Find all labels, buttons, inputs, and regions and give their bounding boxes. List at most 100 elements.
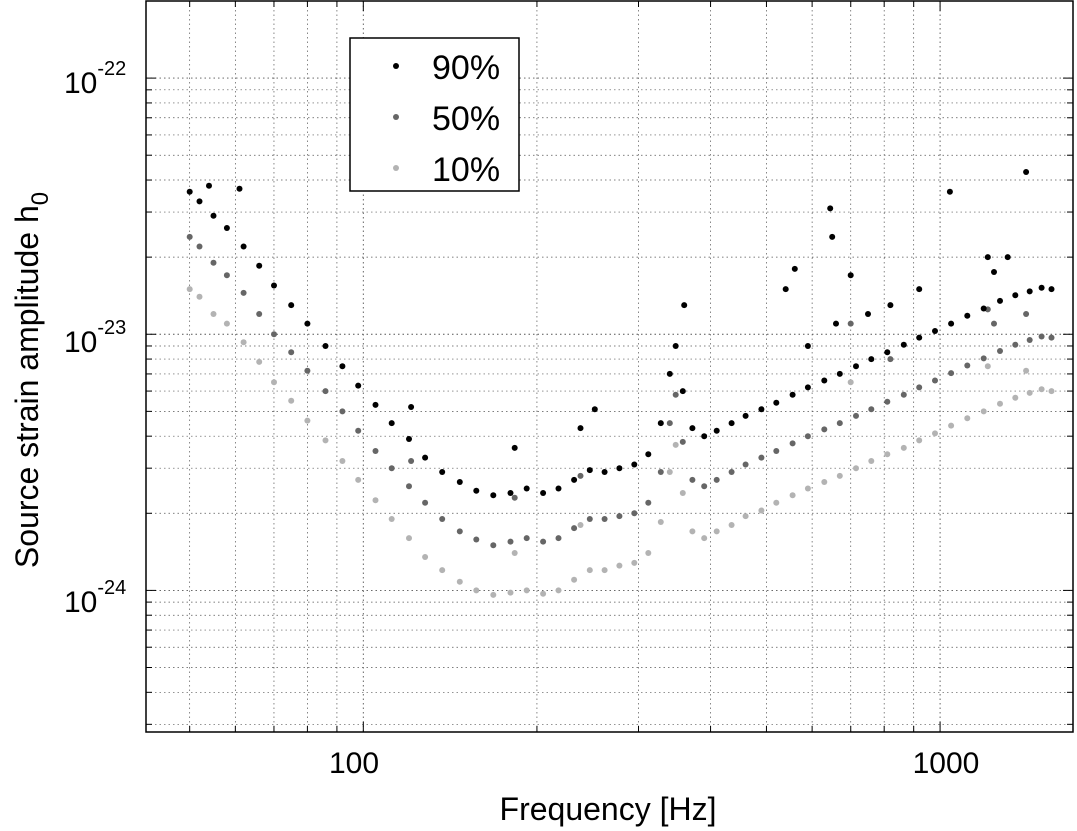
point-50pct [577, 472, 584, 479]
point-10pct [355, 476, 362, 483]
point-90pct [631, 461, 638, 468]
point-90pct [701, 433, 708, 440]
point-90pct [616, 465, 623, 472]
point-50pct [339, 408, 346, 415]
point-90pct [1026, 288, 1033, 295]
data-points [186, 169, 1055, 598]
point-90pct [758, 406, 765, 413]
point-10pct [322, 437, 329, 444]
point-10pct [657, 519, 664, 525]
point-50pct [388, 465, 395, 472]
point-50pct [657, 469, 664, 475]
point-10pct [1023, 367, 1030, 374]
point-50pct [523, 535, 530, 542]
point-10pct [271, 379, 277, 386]
point-90pct [586, 467, 593, 474]
point-90pct [555, 485, 562, 492]
point-10pct [773, 499, 780, 506]
y-tick-label-1e-23: 10-23 [64, 317, 126, 359]
point-90pct [847, 272, 854, 279]
point-10pct [932, 430, 938, 437]
point-90pct [240, 243, 247, 250]
point-90pct [884, 349, 891, 356]
point-90pct [490, 492, 497, 499]
point-50pct [555, 535, 562, 542]
point-10pct [1026, 389, 1033, 396]
point-50pct [240, 289, 247, 296]
point-50pct [728, 469, 735, 475]
point-50pct [997, 348, 1003, 354]
legend-label-50: 50% [432, 100, 500, 138]
point-90pct [355, 382, 362, 389]
point-50pct [713, 476, 720, 483]
point-10pct [980, 408, 987, 415]
point-10pct [948, 422, 955, 429]
point-10pct [304, 417, 311, 424]
point-50pct [645, 499, 652, 506]
x-axis-label: Frequency [Hz] [500, 791, 717, 827]
point-90pct [689, 425, 696, 432]
point-50pct [540, 538, 547, 545]
point-10pct [210, 311, 217, 317]
point-10pct [577, 522, 584, 528]
point-90pct [991, 269, 997, 275]
point-50pct [422, 499, 429, 506]
point-10pct [701, 535, 708, 542]
x-tick-label-1000: 1000 [913, 747, 980, 780]
point-10pct [868, 458, 875, 464]
point-90pct [728, 420, 735, 427]
point-10pct [490, 591, 497, 598]
point-90pct [829, 233, 836, 240]
point-50pct [304, 367, 311, 374]
point-90pct [1038, 284, 1045, 291]
point-10pct [388, 516, 395, 522]
point-90pct [322, 343, 329, 349]
point-10pct [900, 444, 907, 451]
point-90pct [681, 302, 688, 309]
point-90pct [916, 334, 923, 341]
legend-marker-10 [393, 165, 399, 171]
point-50pct [355, 427, 362, 434]
point-50pct [372, 448, 379, 454]
point-90pct [679, 388, 686, 395]
point-50pct [601, 516, 608, 522]
point-10pct [223, 320, 230, 327]
point-90pct [223, 225, 230, 231]
svg-text:10-24: 10-24 [64, 577, 126, 619]
legend-box [349, 37, 520, 192]
point-90pct [804, 343, 811, 349]
point-10pct [672, 441, 679, 448]
point-90pct [511, 444, 518, 451]
point-50pct [804, 433, 811, 440]
point-90pct [406, 436, 412, 442]
point-50pct [884, 398, 891, 405]
point-10pct [1048, 388, 1055, 395]
point-90pct [804, 384, 811, 391]
point-90pct [372, 401, 379, 408]
point-10pct [240, 339, 247, 346]
point-90pct [339, 363, 346, 370]
point-50pct [789, 440, 796, 447]
point-10pct [523, 587, 530, 594]
point-90pct [868, 356, 875, 363]
point-90pct [713, 427, 720, 434]
point-90pct [591, 406, 598, 413]
point-50pct [631, 510, 638, 517]
point-50pct [689, 476, 696, 483]
point-90pct [827, 205, 834, 212]
point-10pct [847, 379, 854, 386]
point-90pct [186, 188, 193, 195]
point-50pct [1012, 341, 1019, 348]
point-90pct [964, 312, 971, 319]
point-50pct [900, 391, 907, 398]
point-90pct [304, 320, 311, 327]
point-10pct [186, 286, 193, 293]
point-90pct [932, 328, 938, 334]
point-10pct [511, 550, 518, 556]
point-90pct [1048, 286, 1055, 293]
svg-text:10-22: 10-22 [64, 58, 126, 100]
point-90pct [601, 469, 608, 475]
point-50pct [406, 483, 412, 490]
point-10pct [964, 415, 971, 422]
point-50pct [186, 233, 193, 240]
